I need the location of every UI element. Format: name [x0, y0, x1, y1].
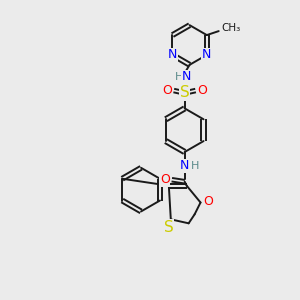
- Text: O: O: [203, 195, 213, 208]
- Text: O: O: [162, 84, 172, 97]
- Text: CH₃: CH₃: [222, 23, 241, 33]
- Text: N: N: [182, 70, 191, 83]
- Text: O: O: [198, 84, 207, 97]
- Text: N: N: [202, 48, 212, 62]
- Text: O: O: [160, 173, 170, 186]
- Text: S: S: [180, 85, 190, 100]
- Text: S: S: [164, 220, 174, 235]
- Text: H: H: [175, 72, 183, 82]
- Text: N: N: [180, 159, 189, 172]
- Text: N: N: [168, 48, 177, 62]
- Text: H: H: [190, 161, 199, 171]
